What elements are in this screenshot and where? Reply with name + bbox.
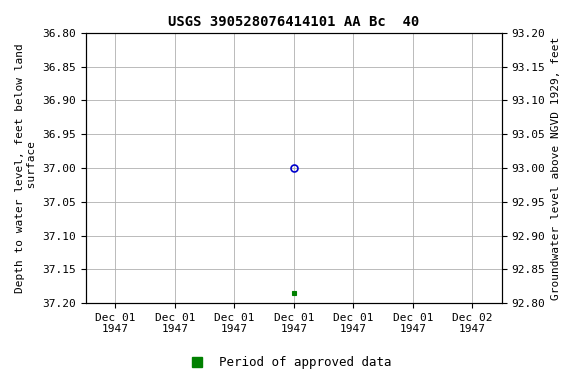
Y-axis label: Groundwater level above NGVD 1929, feet: Groundwater level above NGVD 1929, feet (551, 36, 561, 300)
Title: USGS 390528076414101 AA Bc  40: USGS 390528076414101 AA Bc 40 (168, 15, 419, 29)
Y-axis label: Depth to water level, feet below land
 surface: Depth to water level, feet below land su… (15, 43, 37, 293)
Legend: Period of approved data: Period of approved data (179, 351, 397, 374)
